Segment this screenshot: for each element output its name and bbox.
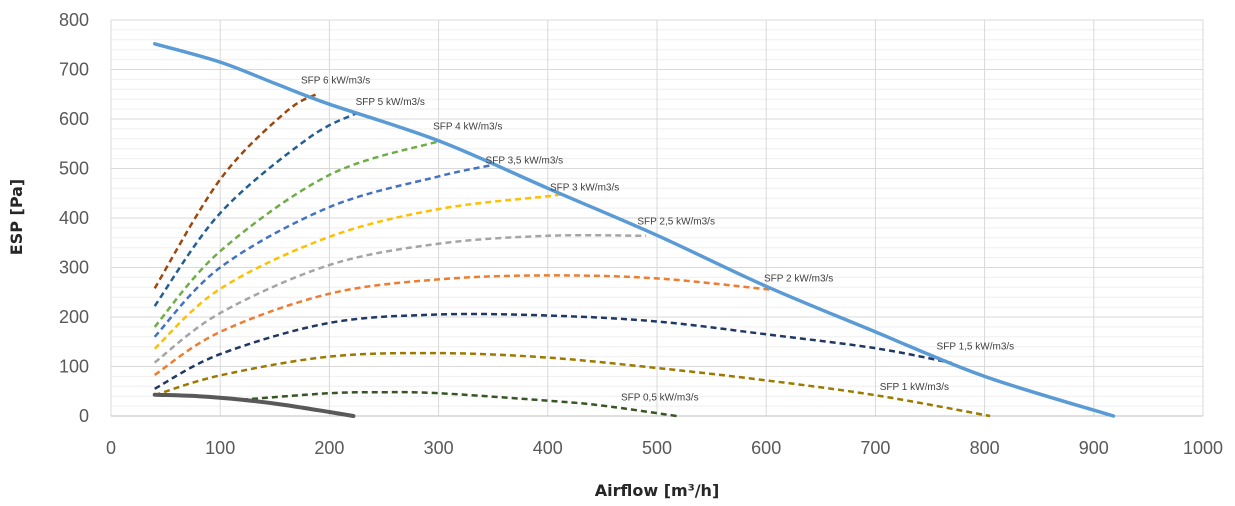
y-tick-label: 100: [59, 357, 89, 377]
x-axis-title: Airflow [m³/h]: [595, 481, 720, 500]
max-curve: [152, 42, 1116, 418]
sfp-curve: [154, 274, 772, 376]
y-axis-title: ESP [Pa]: [7, 179, 26, 255]
sfp-curve: [154, 312, 953, 390]
sfp-label: SFP 4 kW/m3/s: [433, 121, 502, 132]
sfp-label: SFP 1 kW/m3/s: [880, 382, 949, 393]
x-tick-label: 600: [751, 438, 781, 458]
x-tick-label: 0: [106, 438, 116, 458]
sfp-label: SFP 0,5 kW/m3/s: [621, 393, 699, 404]
series-layer: [152, 42, 1116, 418]
y-tick-label: 600: [59, 109, 89, 129]
grid: [110, 19, 1204, 417]
y-tick-label: 0: [79, 406, 89, 426]
y-tick-label: 300: [59, 258, 89, 278]
y-tick-label: 200: [59, 307, 89, 327]
sfp-curve: [153, 233, 647, 364]
sfp-curve: [153, 163, 496, 338]
sfp-label: SFP 5 kW/m3/s: [356, 97, 425, 108]
sfp-label: SFP 3 kW/m3/s: [550, 182, 619, 193]
x-tick-label: 900: [1079, 438, 1109, 458]
sfp-curve: [153, 92, 320, 289]
min-curve: [152, 392, 356, 418]
x-tick-label: 200: [314, 438, 344, 458]
sfp-label: SFP 1,5 kW/m3/s: [937, 342, 1015, 353]
sfp-curve: [241, 390, 677, 418]
y-tick-label: 700: [59, 60, 89, 80]
sfp-curve: [153, 140, 439, 328]
y-tick-label: 500: [59, 159, 89, 179]
y-tick-label: 800: [59, 10, 89, 30]
axes: 0 100 200 300 400 500 600 700 800 0 100 200 300 400 50…: [59, 10, 1223, 458]
x-tick-label: 700: [860, 438, 890, 458]
x-tick-label: 800: [970, 438, 1000, 458]
annotation-layer: SFP 6 kW/m3/s SFP 5 kW/m3/s SFP 4 kW/m3/s S…: [301, 75, 1014, 403]
y-tick-label: 400: [59, 208, 89, 228]
sfp-label: SFP 2 kW/m3/s: [764, 273, 833, 284]
sfp-label: SFP 3,5 kW/m3/s: [486, 156, 564, 167]
sfp-curve: [153, 111, 358, 307]
x-tick-label: 1000: [1183, 438, 1223, 458]
sfp-curve: [153, 193, 562, 350]
x-tick-label: 100: [205, 438, 235, 458]
x-tick-label: 300: [424, 438, 454, 458]
x-tick-label: 500: [642, 438, 672, 458]
x-tick-label: 400: [533, 438, 563, 458]
sfp-label: SFP 6 kW/m3/s: [301, 75, 370, 86]
sfp-label: SFP 2,5 kW/m3/s: [637, 216, 715, 227]
